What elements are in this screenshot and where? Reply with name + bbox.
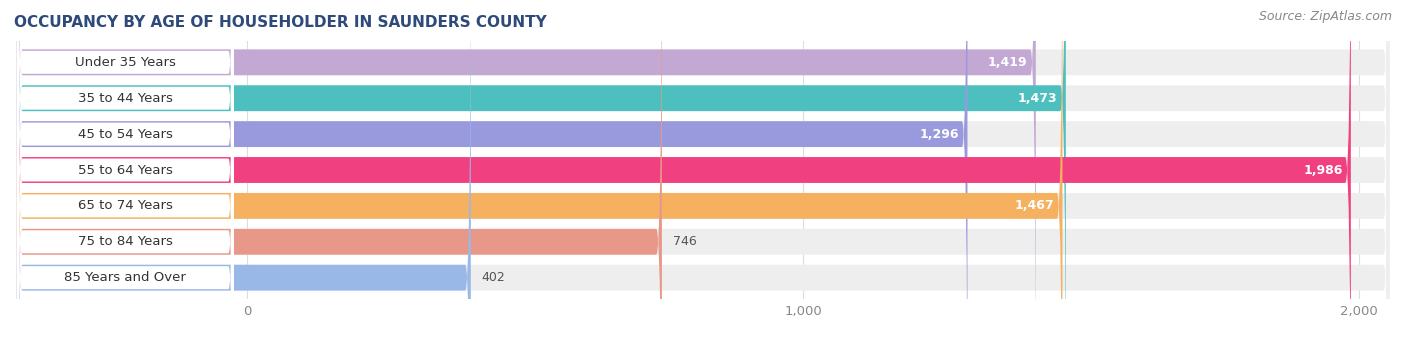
FancyBboxPatch shape [17,0,233,340]
FancyBboxPatch shape [17,0,233,340]
Text: 1,419: 1,419 [988,56,1028,69]
Text: 1,467: 1,467 [1015,199,1054,212]
Text: 75 to 84 Years: 75 to 84 Years [77,235,173,248]
FancyBboxPatch shape [17,0,1389,340]
FancyBboxPatch shape [17,0,1389,340]
Text: 35 to 44 Years: 35 to 44 Years [77,92,173,105]
FancyBboxPatch shape [17,0,1389,340]
FancyBboxPatch shape [17,0,1389,340]
Text: 55 to 64 Years: 55 to 64 Years [77,164,173,176]
Text: 1,986: 1,986 [1303,164,1343,176]
FancyBboxPatch shape [17,0,1389,340]
FancyBboxPatch shape [17,0,233,340]
Text: 1,473: 1,473 [1018,92,1057,105]
Text: Source: ZipAtlas.com: Source: ZipAtlas.com [1258,10,1392,23]
Text: 45 to 54 Years: 45 to 54 Years [77,128,173,141]
FancyBboxPatch shape [17,0,1389,340]
FancyBboxPatch shape [17,0,967,340]
Text: 85 Years and Over: 85 Years and Over [65,271,186,284]
FancyBboxPatch shape [17,0,1389,340]
FancyBboxPatch shape [17,0,471,340]
Text: Under 35 Years: Under 35 Years [75,56,176,69]
FancyBboxPatch shape [17,0,1036,340]
FancyBboxPatch shape [17,0,233,340]
Text: 65 to 74 Years: 65 to 74 Years [77,199,173,212]
FancyBboxPatch shape [17,0,233,340]
FancyBboxPatch shape [17,0,233,340]
FancyBboxPatch shape [17,0,1066,340]
Text: OCCUPANCY BY AGE OF HOUSEHOLDER IN SAUNDERS COUNTY: OCCUPANCY BY AGE OF HOUSEHOLDER IN SAUND… [14,15,547,30]
FancyBboxPatch shape [17,0,1351,340]
Text: 402: 402 [482,271,506,284]
Text: 1,296: 1,296 [920,128,959,141]
FancyBboxPatch shape [17,0,662,340]
Text: 746: 746 [673,235,697,248]
FancyBboxPatch shape [17,0,1063,340]
FancyBboxPatch shape [17,0,233,340]
